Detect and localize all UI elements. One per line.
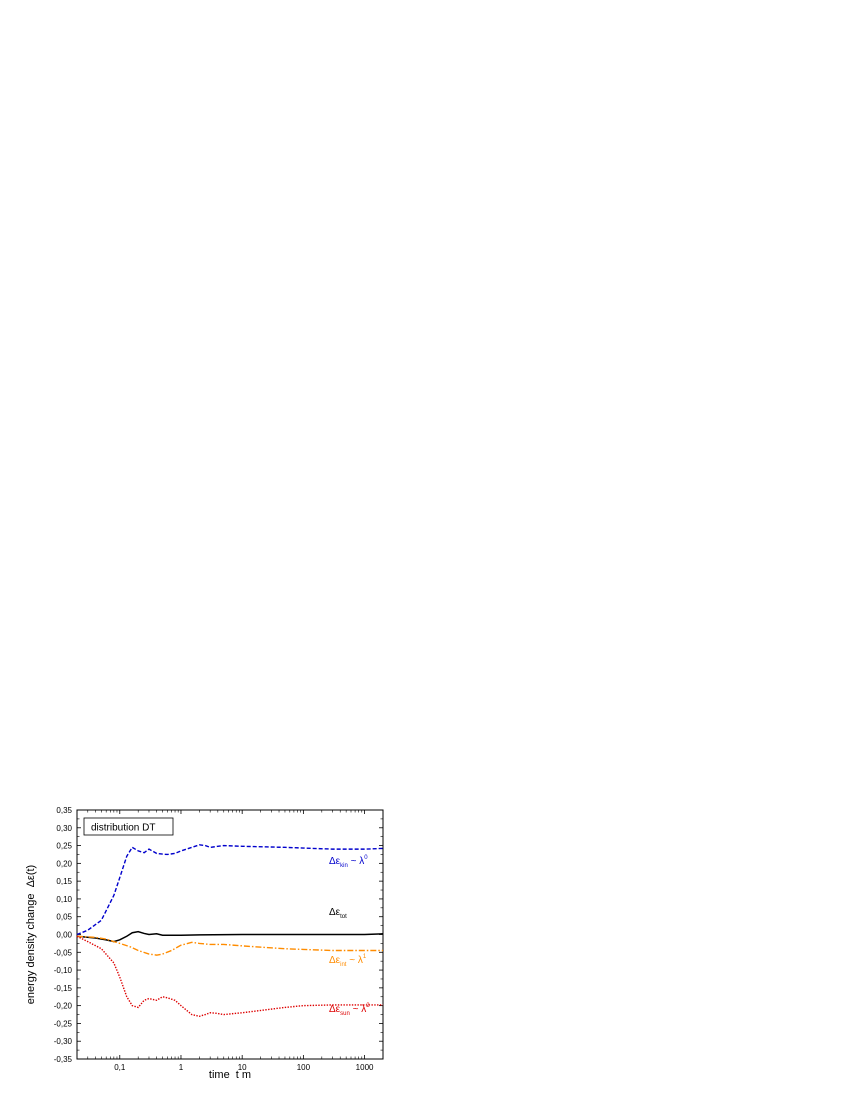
y-tick-label: 0,25 <box>56 842 72 851</box>
legend-box: distribution DT <box>83 817 174 836</box>
y-tick-label: -0,10 <box>54 966 73 975</box>
y-tick-label: -0,15 <box>54 984 73 993</box>
y-tick-label: 0,00 <box>56 931 72 940</box>
y-tick-label: 0,10 <box>56 895 72 904</box>
x-axis-label: time t m <box>209 1069 251 1081</box>
y-tick-label: 0,20 <box>56 859 72 868</box>
x-tick-label: 100 <box>297 1063 311 1072</box>
y-tick-label: -0,20 <box>54 1002 73 1011</box>
x-tick-label: 1000 <box>356 1063 374 1072</box>
series-lines <box>76 844 384 1018</box>
y-tick-label: -0,35 <box>54 1055 73 1064</box>
series-labels: Δεkin ~ λ0 Δεtot Δεint ~ λ1 Δεsun ~ λ2 <box>329 855 370 1017</box>
x-ticks: 0,1 1 10 100 1000 <box>87 810 374 1072</box>
y-tick-label: 0,15 <box>56 877 72 886</box>
y-tick-label: -0,05 <box>54 948 73 957</box>
y-tick-label: 0,35 <box>56 806 72 815</box>
series-line-kin <box>76 844 384 936</box>
series-line-tot <box>76 930 384 943</box>
series-label-tot: Δεtot <box>329 907 347 920</box>
y-tick-label: -0,25 <box>54 1019 73 1028</box>
y-axis-label: energy density change Δε(t) <box>25 865 37 1004</box>
series-label-sun: Δεsun ~ λ2 <box>329 1003 370 1017</box>
y-tick-label: 0,30 <box>56 824 72 833</box>
series-line-int <box>76 935 383 956</box>
series-label-int: Δεint ~ λ1 <box>329 954 367 968</box>
y-tick-label: 0,05 <box>56 913 72 922</box>
series-label-kin: Δεkin ~ λ0 <box>329 855 368 869</box>
series-line-sun <box>76 935 383 1018</box>
x-tick-label: 10 <box>238 1063 247 1072</box>
y-tick-label: -0,30 <box>54 1037 73 1046</box>
y-ticks: 0,35 0,30 0,25 0,20 0,15 0,10 0,05 0,00 -0,05 -0,… <box>54 806 383 1064</box>
legend-box-label: distribution DT <box>91 823 155 834</box>
x-tick-label: 1 <box>179 1063 184 1072</box>
x-tick-label: 0,1 <box>114 1063 126 1072</box>
